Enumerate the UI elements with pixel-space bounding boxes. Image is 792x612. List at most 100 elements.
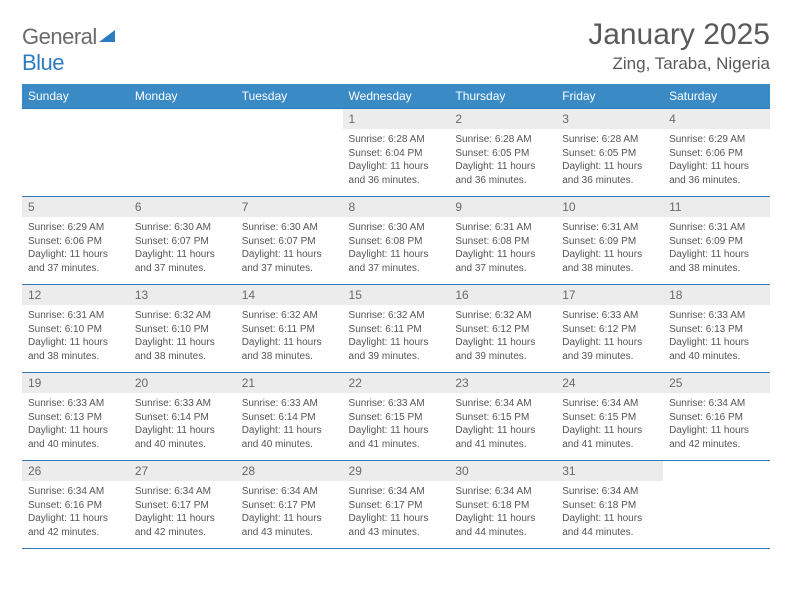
day-detail-line: Daylight: 11 hours — [135, 336, 230, 350]
day-detail-line: Sunset: 6:06 PM — [669, 147, 764, 161]
day-number: 5 — [22, 197, 129, 217]
day-number: 13 — [129, 285, 236, 305]
day-number: 25 — [663, 373, 770, 393]
day-detail-line: Daylight: 11 hours — [242, 512, 337, 526]
calendar-cell: 17Sunrise: 6:33 AMSunset: 6:12 PMDayligh… — [556, 285, 663, 373]
day-detail-line: Sunrise: 6:30 AM — [349, 221, 444, 235]
calendar-cell: 28Sunrise: 6:34 AMSunset: 6:17 PMDayligh… — [236, 461, 343, 549]
day-detail-line: Sunrise: 6:29 AM — [28, 221, 123, 235]
day-detail-line: Sunrise: 6:32 AM — [455, 309, 550, 323]
day-number: 15 — [343, 285, 450, 305]
day-detail-line: Daylight: 11 hours — [242, 424, 337, 438]
day-detail-line: and 42 minutes. — [28, 526, 123, 540]
calendar-cell: 11Sunrise: 6:31 AMSunset: 6:09 PMDayligh… — [663, 197, 770, 285]
calendar-cell: 2Sunrise: 6:28 AMSunset: 6:05 PMDaylight… — [449, 109, 556, 197]
calendar-cell — [236, 109, 343, 197]
day-detail-line: Sunset: 6:18 PM — [562, 499, 657, 513]
day-detail-line: and 44 minutes. — [562, 526, 657, 540]
day-detail-line: Daylight: 11 hours — [669, 160, 764, 174]
day-number: 6 — [129, 197, 236, 217]
day-number: 19 — [22, 373, 129, 393]
day-detail-line: Sunrise: 6:33 AM — [669, 309, 764, 323]
brand-name-a: General — [22, 24, 97, 49]
day-detail-line: Sunrise: 6:31 AM — [28, 309, 123, 323]
day-detail-line: and 40 minutes. — [28, 438, 123, 452]
day-number: 22 — [343, 373, 450, 393]
day-detail-line: Daylight: 11 hours — [242, 248, 337, 262]
day-detail-line: and 42 minutes. — [669, 438, 764, 452]
day-detail-line: and 38 minutes. — [669, 262, 764, 276]
day-details: Sunrise: 6:34 AMSunset: 6:15 PMDaylight:… — [556, 393, 663, 455]
day-number: 12 — [22, 285, 129, 305]
day-detail-line: Daylight: 11 hours — [562, 248, 657, 262]
calendar-cell: 29Sunrise: 6:34 AMSunset: 6:17 PMDayligh… — [343, 461, 450, 549]
day-detail-line: and 41 minutes. — [349, 438, 444, 452]
day-detail-line: and 37 minutes. — [242, 262, 337, 276]
day-number: 16 — [449, 285, 556, 305]
day-detail-line: Sunset: 6:16 PM — [28, 499, 123, 513]
sail-icon — [97, 24, 117, 50]
day-detail-line: Daylight: 11 hours — [562, 512, 657, 526]
day-detail-line: Sunrise: 6:29 AM — [669, 133, 764, 147]
calendar-cell: 14Sunrise: 6:32 AMSunset: 6:11 PMDayligh… — [236, 285, 343, 373]
day-detail-line: Sunrise: 6:34 AM — [455, 485, 550, 499]
day-detail-line: Daylight: 11 hours — [669, 336, 764, 350]
calendar-cell: 21Sunrise: 6:33 AMSunset: 6:14 PMDayligh… — [236, 373, 343, 461]
day-detail-line: Sunset: 6:18 PM — [455, 499, 550, 513]
day-details: Sunrise: 6:29 AMSunset: 6:06 PMDaylight:… — [663, 129, 770, 191]
day-details: Sunrise: 6:34 AMSunset: 6:17 PMDaylight:… — [236, 481, 343, 543]
day-detail-line: Sunset: 6:10 PM — [135, 323, 230, 337]
day-number: 10 — [556, 197, 663, 217]
day-detail-line: Sunset: 6:10 PM — [28, 323, 123, 337]
day-number: 18 — [663, 285, 770, 305]
calendar-cell: 10Sunrise: 6:31 AMSunset: 6:09 PMDayligh… — [556, 197, 663, 285]
day-detail-line: Daylight: 11 hours — [562, 336, 657, 350]
day-detail-line: Sunset: 6:09 PM — [562, 235, 657, 249]
calendar-cell — [22, 109, 129, 197]
header: General Blue January 2025 Zing, Taraba, … — [22, 18, 770, 76]
day-detail-line: Sunset: 6:05 PM — [562, 147, 657, 161]
calendar-week-row: 1Sunrise: 6:28 AMSunset: 6:04 PMDaylight… — [22, 109, 770, 197]
calendar-cell: 12Sunrise: 6:31 AMSunset: 6:10 PMDayligh… — [22, 285, 129, 373]
calendar-cell: 26Sunrise: 6:34 AMSunset: 6:16 PMDayligh… — [22, 461, 129, 549]
weekday-header: Sunday — [22, 84, 129, 109]
weekday-header: Wednesday — [343, 84, 450, 109]
calendar-cell: 20Sunrise: 6:33 AMSunset: 6:14 PMDayligh… — [129, 373, 236, 461]
day-detail-line: Daylight: 11 hours — [455, 160, 550, 174]
day-details: Sunrise: 6:30 AMSunset: 6:07 PMDaylight:… — [129, 217, 236, 279]
day-details: Sunrise: 6:30 AMSunset: 6:08 PMDaylight:… — [343, 217, 450, 279]
day-detail-line: Sunset: 6:15 PM — [562, 411, 657, 425]
day-number: 17 — [556, 285, 663, 305]
weekday-header: Monday — [129, 84, 236, 109]
calendar-cell: 16Sunrise: 6:32 AMSunset: 6:12 PMDayligh… — [449, 285, 556, 373]
day-details: Sunrise: 6:33 AMSunset: 6:15 PMDaylight:… — [343, 393, 450, 455]
day-detail-line: and 43 minutes. — [242, 526, 337, 540]
day-detail-line: Sunset: 6:17 PM — [135, 499, 230, 513]
day-detail-line: Sunset: 6:12 PM — [455, 323, 550, 337]
day-detail-line: Sunrise: 6:28 AM — [349, 133, 444, 147]
day-detail-line: Sunset: 6:07 PM — [242, 235, 337, 249]
weekday-header: Tuesday — [236, 84, 343, 109]
day-number: 14 — [236, 285, 343, 305]
calendar-cell — [129, 109, 236, 197]
day-number: 21 — [236, 373, 343, 393]
location: Zing, Taraba, Nigeria — [588, 54, 770, 74]
day-detail-line: Sunset: 6:04 PM — [349, 147, 444, 161]
day-detail-line: Sunset: 6:11 PM — [242, 323, 337, 337]
day-detail-line: Sunset: 6:14 PM — [135, 411, 230, 425]
day-detail-line: Sunset: 6:17 PM — [242, 499, 337, 513]
day-detail-line: and 38 minutes. — [135, 350, 230, 364]
day-detail-line: Sunrise: 6:31 AM — [455, 221, 550, 235]
day-details: Sunrise: 6:31 AMSunset: 6:08 PMDaylight:… — [449, 217, 556, 279]
day-detail-line: and 38 minutes. — [562, 262, 657, 276]
month-title: January 2025 — [588, 18, 770, 52]
calendar-cell: 30Sunrise: 6:34 AMSunset: 6:18 PMDayligh… — [449, 461, 556, 549]
day-detail-line: Daylight: 11 hours — [455, 424, 550, 438]
day-number: 28 — [236, 461, 343, 481]
day-detail-line: Sunset: 6:05 PM — [455, 147, 550, 161]
day-number: 8 — [343, 197, 450, 217]
day-detail-line: and 41 minutes. — [562, 438, 657, 452]
day-details: Sunrise: 6:34 AMSunset: 6:18 PMDaylight:… — [449, 481, 556, 543]
day-detail-line: Daylight: 11 hours — [455, 248, 550, 262]
day-detail-line: Sunset: 6:09 PM — [669, 235, 764, 249]
